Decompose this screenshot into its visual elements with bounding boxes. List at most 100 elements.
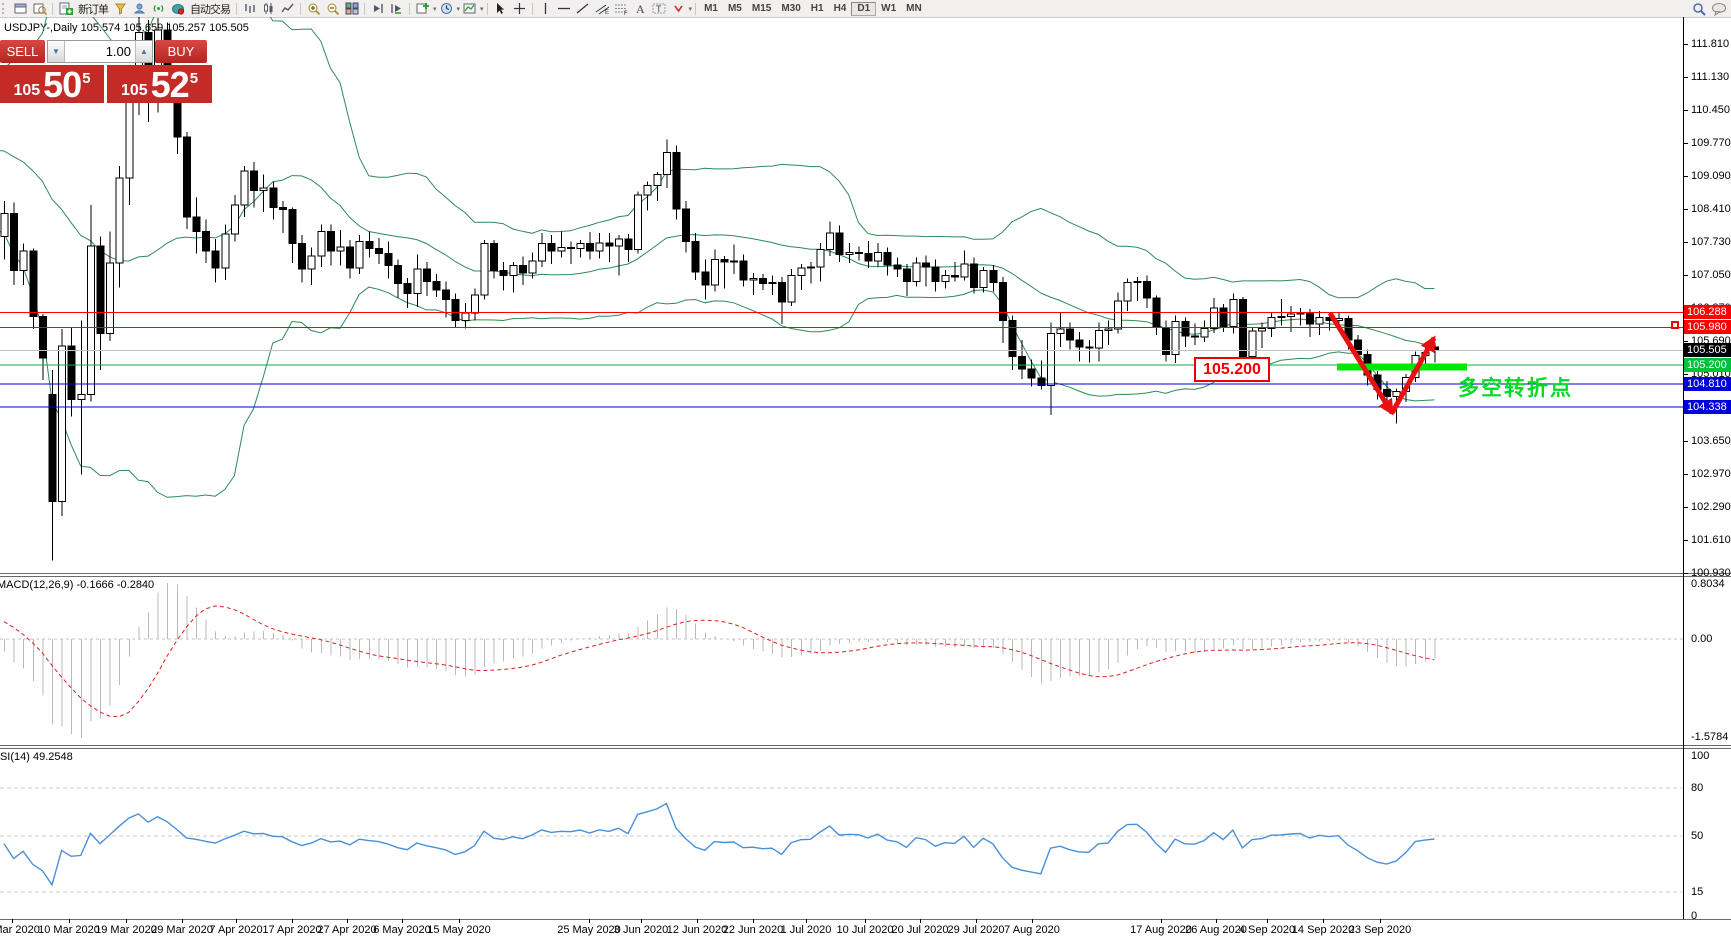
candle: [278, 200, 287, 234]
sell-price-display[interactable]: 105 50 5: [0, 65, 104, 103]
zoom-out-button[interactable]: [323, 1, 342, 16]
pane-separator[interactable]: [0, 748, 1731, 749]
candle: [384, 241, 393, 279]
date-tick: [1267, 919, 1268, 923]
chart-shift-button[interactable]: [368, 1, 387, 16]
crosshair-button[interactable]: [510, 1, 529, 16]
hline-anchor-marker[interactable]: [1671, 321, 1679, 329]
cursor-button[interactable]: [491, 1, 510, 16]
timeframe-button-MN[interactable]: MN: [906, 2, 922, 14]
price-axis-chip-104.338: 104.338: [1684, 400, 1731, 415]
candle: [768, 275, 777, 295]
toolbar-grip[interactable]: [2, 3, 9, 14]
trend-arrow[interactable]: [1389, 335, 1437, 415]
candle: [739, 254, 748, 287]
trendline-button[interactable]: [574, 1, 593, 16]
candle: [653, 171, 662, 201]
text-button[interactable]: A: [631, 1, 650, 16]
one-click-trading-panel: SELL ▼ ▲ BUY 105 50 5 105 52 5: [0, 40, 214, 103]
periods-dropdown-icon[interactable]: ▾: [456, 5, 461, 13]
search-icon[interactable]: [1690, 1, 1709, 16]
indicators-dropdown-icon[interactable]: ▾: [433, 5, 437, 13]
volume-decrease-button[interactable]: ▼: [48, 41, 65, 62]
periods-button[interactable]: [437, 1, 456, 16]
text-label-button[interactable]: T: [650, 1, 669, 16]
candle: [211, 238, 220, 283]
vertical-line-button[interactable]: [536, 1, 555, 16]
buy-button[interactable]: BUY: [155, 40, 207, 63]
candle: [230, 195, 239, 242]
candle: [749, 272, 758, 295]
trend-arrow[interactable]: [1327, 311, 1395, 416]
date-label: 29 Jul 2020: [947, 924, 1005, 936]
auto-scroll-button[interactable]: [387, 1, 406, 16]
candle: [413, 254, 422, 307]
candle: [1210, 298, 1219, 334]
date-tick: [589, 919, 590, 923]
price-tick-label: 102.290: [1691, 500, 1731, 513]
macd-pane-canvas[interactable]: [0, 577, 1731, 745]
arrows-dropdown-icon[interactable]: ▾: [688, 5, 693, 13]
price-flag-105200[interactable]: 105.200: [1194, 357, 1270, 382]
arrows-button[interactable]: [669, 1, 688, 16]
timeframe-button-W1[interactable]: W1: [881, 2, 897, 14]
horizontal-line-button[interactable]: [555, 1, 574, 16]
autotrade-icon[interactable]: [168, 1, 187, 16]
date-label: 3 Jun 2020: [613, 924, 669, 936]
autotrade-label[interactable]: 自动交易: [190, 3, 231, 16]
new-chart-button[interactable]: [11, 1, 30, 16]
timeframe-button-H4[interactable]: H4: [833, 2, 847, 14]
rsi-pane-canvas[interactable]: [0, 749, 1731, 919]
price-axis-line: [1683, 17, 1684, 919]
buy-price-prefix: 105: [120, 82, 148, 99]
candlestick-type-button[interactable]: [259, 1, 278, 16]
candle: [643, 181, 652, 211]
templates-button[interactable]: [460, 1, 479, 16]
fibonacci-button[interactable]: F: [612, 1, 631, 16]
chart-title: USDJPY-,Daily 105.574 105.659 105.257 10…: [4, 22, 249, 34]
candle: [854, 246, 863, 261]
market-watch-button[interactable]: [30, 1, 49, 16]
signal-icon[interactable]: [149, 1, 168, 16]
styler-icon[interactable]: [111, 1, 130, 16]
date-label: 17 Apr 2020: [262, 924, 322, 936]
pane-separator[interactable]: [0, 745, 1731, 746]
date-tick: [1032, 919, 1033, 923]
chat-icon[interactable]: [1709, 1, 1728, 16]
main-chart-canvas[interactable]: [0, 17, 1731, 573]
sell-button[interactable]: SELL: [0, 40, 45, 63]
timeframe-button-M30[interactable]: M30: [781, 2, 801, 14]
line-chart-type-button[interactable]: [278, 1, 297, 16]
price-tick-dash: [1683, 242, 1688, 244]
templates-dropdown-icon[interactable]: ▾: [480, 5, 484, 13]
date-tick: [806, 919, 807, 923]
volume-increase-button[interactable]: ▲: [135, 41, 152, 62]
indicators-button[interactable]: [413, 1, 432, 16]
zoom-in-button[interactable]: [304, 1, 323, 16]
timeframe-button-H1[interactable]: H1: [810, 2, 824, 14]
community-icon[interactable]: [130, 1, 149, 16]
date-tick: [753, 919, 754, 923]
tile-windows-button[interactable]: [342, 1, 361, 16]
turning-point-text[interactable]: 多空转折点: [1458, 377, 1573, 400]
volume-input[interactable]: [65, 41, 135, 62]
candle: [192, 197, 201, 254]
new-order-icon[interactable]: [56, 1, 75, 16]
timeframe-button-M5[interactable]: M5: [727, 2, 742, 14]
pane-separator[interactable]: [0, 576, 1731, 577]
timeframe-button-M15[interactable]: M15: [751, 2, 772, 14]
date-tick: [347, 919, 348, 923]
buy-price-display[interactable]: 105 52 5: [107, 65, 212, 103]
equidistant-channel-button[interactable]: E: [593, 1, 612, 16]
date-label: 7 Aug 2020: [1004, 924, 1060, 936]
pane-separator[interactable]: [0, 573, 1731, 574]
date-label: 29 Mar 2020: [151, 924, 213, 936]
candle: [720, 255, 729, 289]
timeframe-button-D1[interactable]: D1: [851, 1, 877, 16]
candle: [778, 276, 787, 324]
bar-chart-type-button[interactable]: [240, 1, 259, 16]
price-tick-dash: [1683, 341, 1688, 343]
price-tick-label: 101.610: [1691, 533, 1731, 546]
timeframe-button-M1[interactable]: M1: [704, 2, 718, 14]
new-order-label[interactable]: 新订单: [78, 3, 109, 16]
